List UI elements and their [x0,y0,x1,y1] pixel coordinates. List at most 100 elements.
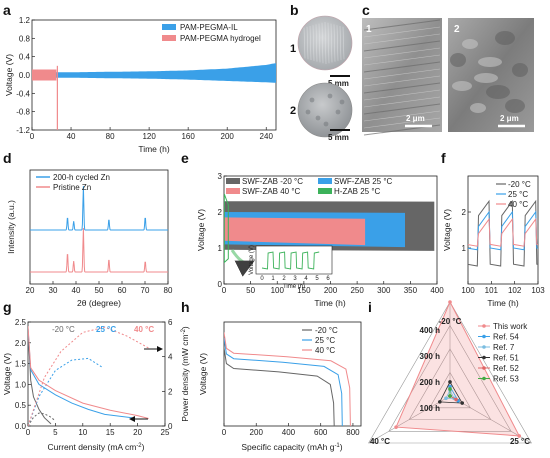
panel-e-inset-xtick-label: 1 [271,276,275,282]
panel-g-ylabel: Voltage (V) [2,353,12,395]
panel-d-xtick-label: 30 [49,286,58,295]
panel-e-ytick-label: 3 [218,172,223,181]
radar-legend-marker [482,355,486,360]
panel-e-xtick-label: 400 [430,286,444,295]
label-g-m20: -20 °C [52,325,75,334]
panel-e-inset-xtick-label: 5 [315,276,319,282]
panel-b-number-1: 1 [290,43,296,55]
panel-a-xlabel: Time (h) [138,144,169,154]
legend-label-hydrogel: PAM-PEGMA hydrogel [180,34,261,43]
inset-arrow [230,249,255,277]
disk-1-streak [312,25,315,61]
disk-2-spot [327,93,333,99]
panel-b-number-2: 2 [290,105,296,117]
panel-g-power-0 [28,412,56,426]
panel-g-xtick-label: 10 [78,428,87,437]
panel-h-xtick-label: 600 [314,428,328,437]
panel-label-d: d [3,150,12,166]
radar-legend-label: Ref. 54 [493,333,519,342]
panel-f-chart: Voltage (V) Time (h) 100 101 102 103 1 2 -20 … [442,175,545,308]
sem-1-ridge [363,117,441,129]
panel-a-xtick-label: 80 [106,132,115,141]
panel-g-xtick-label: 5 [53,428,58,437]
sem-1-ridge [363,19,441,31]
panel-f-ytick-label: 1 [462,244,467,253]
legend-label-cycled: 200-h cycled Zn [53,173,110,182]
panel-d-chart: Intensity (a.u.) 2θ (degree) 20 30 40 50 60 7… [6,169,173,308]
panel-e-inset-xtick-label: 3 [293,276,297,282]
radar-legend-marker [482,345,486,349]
panel-a-ytick-label: -0.4 [16,89,30,98]
panel-a-xtick-label: 200 [221,132,235,141]
radar-ring [429,371,471,409]
radar-series-2 [445,389,455,399]
disk-2-spot [335,109,341,115]
legend-label-f-40: 40 °C [508,200,528,209]
radar-legend-label: Ref. 7 [493,343,515,352]
radar-point-3 [448,380,452,384]
panel-h-trace-0 [224,347,335,426]
legend-swatch-pam-pegma-il [162,24,176,30]
panel-d-xlabel: 2θ (degree) [77,298,121,308]
panel-e-xtick-label: 150 [297,286,311,295]
panel-a-ytick-label: 0.0 [19,71,31,80]
disk-1-streak [315,24,318,62]
panel-h-xtick-label: 200 [250,428,264,437]
sem-1-ridge [363,89,441,101]
panel-g-xtick-label: 0 [26,428,31,437]
panel-g-power-1 [28,357,103,426]
legend-label-pam-pegma-il: PAM-PEGMA-IL [180,23,238,32]
inset-xlabel: Time (h) [283,284,305,290]
panel-g-y2label: Power density (mW cm-2) [180,326,190,422]
panel-a-xtick-label: 120 [142,132,156,141]
panel-g-ytick-label: 1.0 [15,380,27,389]
panel-h-xtick-label: 0 [222,428,227,437]
legend-swatch-swf-40 [226,188,240,194]
sem-1-ridge [363,82,441,94]
disk-1-streak [318,23,321,63]
radar-ring [368,301,532,444]
panel-g-polarization-1 [28,328,133,419]
legend-swatch-swf-25 [318,178,332,184]
sem-2-grain [474,73,498,83]
panel-h-chart: Voltage (V) Specific capacity (mAh g-1) … [198,321,362,452]
radar-spoke [368,395,451,444]
panel-e-ytick-label: 0 [218,280,223,289]
panel-label-g: g [3,299,12,315]
ring-label-200: 200 h [420,378,441,387]
panel-a-chart: Voltage (V) Time (h) 0 40 80 120 160 200 240 -1… [4,16,277,154]
legend-label-swf-m20: SWF-ZAB -20 °C [242,177,303,186]
panel-e-band-2 [224,217,366,246]
panel-f-xtick-label: 102 [508,286,522,295]
radar-legend-label: This work [493,322,528,331]
ring-label-400: 400 h [420,326,441,335]
panel-f-ytick-label: 2 [462,208,467,217]
panel-a-xtick-label: 0 [30,132,35,141]
panel-g-ytick-label: 1.5 [15,360,27,369]
panel-h-xtick-label: 800 [346,428,360,437]
panel-h-trace-2 [224,332,351,426]
panel-e-xtick-label: 100 [271,286,285,295]
panel-g-power-2 [28,326,149,426]
panel-g-ytick-label: 0.0 [15,422,27,431]
panel-a-xtick-label: 240 [260,132,274,141]
legend-swatch-swf-m20 [226,178,240,184]
panel-g-chart: Voltage (V) Power density (mW cm-2) Curr… [2,318,190,452]
panel-e-ytick-label: 2 [218,208,223,217]
legend-swatch-hydrogel [162,35,176,41]
legend-label-hzab: H-ZAB 25 °C [334,187,381,196]
panel-label-f: f [441,150,446,166]
panel-e-xtick-label: 300 [377,286,391,295]
panel-a-xtick-label: 160 [181,132,195,141]
ring-label-300: 300 h [420,352,441,361]
disk-1-streak [342,26,345,60]
scalebar-c1-label: 2 μm [406,114,425,123]
radar-legend-marker [482,334,486,339]
panel-e-xtick-label: 0 [222,286,227,295]
legend-label-f-m20: -20 °C [508,180,531,189]
sem-1-ridge [363,61,441,73]
radar-point-0 [517,434,521,438]
disk-2-texture [305,93,345,127]
panel-d-pattern-0 [30,185,168,231]
radar-legend-label: Ref. 51 [493,354,519,363]
